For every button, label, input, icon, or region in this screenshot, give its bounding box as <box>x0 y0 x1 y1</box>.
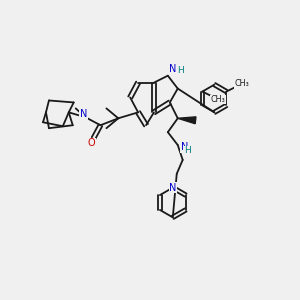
Text: CH₃: CH₃ <box>211 95 226 104</box>
Text: N: N <box>181 142 188 152</box>
Text: CH₃: CH₃ <box>235 79 250 88</box>
Text: O: O <box>88 138 95 148</box>
Polygon shape <box>178 117 196 124</box>
Text: N: N <box>169 64 176 74</box>
Text: H: H <box>184 146 191 155</box>
Text: N: N <box>80 109 87 119</box>
Text: H: H <box>177 66 184 75</box>
Text: N: N <box>169 183 176 193</box>
